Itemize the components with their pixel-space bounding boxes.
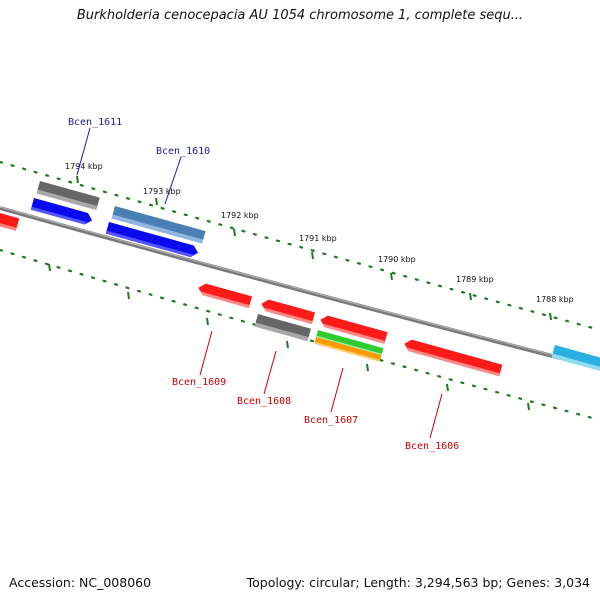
scale-label-1790: 1790 kbp [378, 255, 416, 264]
scale-label-1788: 1788 kbp [536, 295, 574, 304]
gene-cyan-right-edge [551, 345, 600, 374]
gene-red-1607-outer [320, 315, 388, 344]
gene-label-bcen-1608[interactable]: Bcen_1608 [237, 396, 291, 407]
gene-blue-1611 [30, 198, 93, 225]
scale-label-1794: 1794 kbp [65, 162, 103, 171]
accession-text: Accession: NC_008060 [9, 575, 152, 590]
gene-left-edge [0, 211, 20, 231]
gene-red-1608-outer [261, 299, 316, 324]
gene-red-1606 [404, 339, 503, 377]
gene-red-1609 [198, 283, 253, 308]
gene-gray-1608 [254, 314, 311, 342]
outer-tick-ring [0, 160, 600, 332]
scale-label-1792: 1792 kbp [221, 211, 259, 220]
gene-blue-1610 [105, 222, 198, 258]
major-ticks-inner [48, 263, 530, 411]
gene-labels: Bcen_1611 Bcen_1610 Bcen_1609 Bcen_1608 … [68, 117, 459, 452]
gene-label-bcen-1607[interactable]: Bcen_1607 [304, 415, 358, 426]
chromosome-backbone [0, 206, 600, 370]
major-ticks-outer [76, 175, 552, 321]
gene-label-bcen-1606[interactable]: Bcen_1606 [405, 441, 459, 452]
forward-genes [0, 181, 206, 258]
map-title: Burkholderia cenocepacia AU 1054 chromos… [76, 8, 524, 23]
reverse-genes [198, 283, 600, 377]
gene-label-bcen-1610[interactable]: Bcen_1610 [156, 146, 210, 157]
scale-label-1793: 1793 kbp [143, 187, 181, 196]
gene-orange-1607 [314, 337, 382, 362]
gene-label-bcen-1609[interactable]: Bcen_1609 [172, 377, 226, 388]
genome-summary-text: Topology: circular; Length: 3,294,563 bp… [246, 575, 590, 590]
gene-steel-1610 [111, 206, 206, 244]
gene-gray-1611-region [36, 181, 100, 211]
gene-label-bcen-1611[interactable]: Bcen_1611 [68, 117, 122, 128]
scale-label-1789: 1789 kbp [456, 275, 494, 284]
label-leaders [76, 127, 443, 439]
scale-label-1791: 1791 kbp [299, 234, 337, 243]
scale-labels: 1794 kbp 1793 kbp 1792 kbp 1791 kbp 1790… [65, 162, 574, 304]
